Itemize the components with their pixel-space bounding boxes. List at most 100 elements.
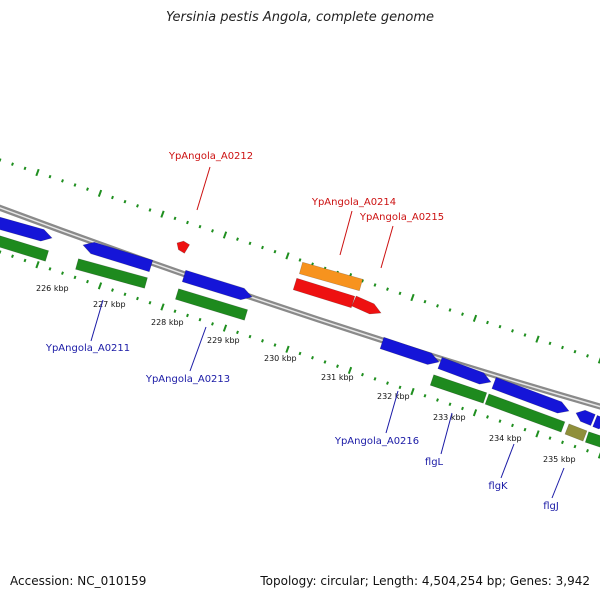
inner-tick-dot: [11, 254, 14, 258]
outer-tick-dot: [586, 354, 589, 358]
tick-label: 234 kbp: [489, 434, 522, 443]
cds-reverse[interactable]: [429, 374, 488, 404]
cds-forward[interactable]: [437, 356, 492, 385]
genome-summary-text: Topology: circular; Length: 4,504,254 bp…: [260, 574, 590, 588]
inner-tick-dot: [448, 402, 452, 407]
outer-tick-dot: [461, 312, 464, 316]
outer-tick-dot: [386, 287, 389, 291]
label-leader-line: [189, 326, 207, 372]
cds-highlight-red[interactable]: [176, 240, 190, 254]
inner-tick-dot: [273, 343, 277, 347]
inner-tick-dot: [548, 436, 552, 440]
outer-tick-dot: [111, 195, 114, 200]
outer-tick-dot: [436, 304, 439, 308]
outer-tick-dot: [498, 324, 502, 329]
cds-highlight-red[interactable]: [292, 277, 356, 309]
tick-label: 229 kbp: [207, 336, 240, 345]
gene-label[interactable]: YpAngola_A0214: [311, 197, 396, 208]
inner-tick-dot: [0, 250, 2, 254]
outer-tick-dot: [472, 314, 478, 322]
cds-reverse[interactable]: [75, 258, 148, 289]
inner-tick-dot: [73, 275, 77, 280]
label-leader-line: [196, 166, 211, 211]
outer-tick-dot: [211, 229, 214, 233]
outer-tick-dot: [97, 189, 103, 197]
outer-tick-dot: [86, 187, 89, 191]
gene-label[interactable]: flgK: [488, 481, 508, 492]
inner-tick-dot: [23, 258, 27, 263]
inner-tick-dot: [498, 419, 502, 423]
outer-tick-dot: [198, 224, 202, 229]
cds-highlight-red[interactable]: [351, 295, 382, 315]
inner-tick-dot: [535, 430, 540, 438]
inner-tick-dot: [261, 339, 264, 343]
outer-tick-dot: [597, 356, 600, 364]
cds-forward[interactable]: [82, 241, 154, 273]
outer-tick-dot: [423, 299, 427, 304]
cds-reverse[interactable]: [484, 393, 566, 433]
cds-forward[interactable]: [181, 269, 253, 301]
outer-tick-dot: [160, 210, 165, 218]
gene-features[interactable]: [0, 216, 600, 448]
cds-highlight-orange[interactable]: [298, 261, 364, 292]
cds-reverse[interactable]: [175, 288, 248, 321]
inner-tick-dot: [561, 440, 564, 445]
outer-tick-dot: [61, 179, 64, 183]
inner-tick-dot: [136, 296, 139, 301]
inner-tick-dot: [586, 449, 589, 453]
gene-label[interactable]: YpAngola_A0213: [145, 374, 230, 385]
inner-tick-dot: [423, 394, 427, 398]
inner-tick-dot: [61, 271, 64, 275]
gene-label[interactable]: flgL: [425, 457, 444, 468]
gene-label[interactable]: YpAngola_A0215: [359, 212, 444, 223]
inner-tick-dot: [472, 409, 478, 417]
cds-reverse[interactable]: [564, 423, 588, 442]
inner-tick-dot: [173, 309, 177, 313]
gene-label[interactable]: YpAngola_A0212: [168, 151, 253, 162]
backbone-inner: [0, 207, 600, 408]
outer-tick-dot: [173, 216, 177, 221]
inner-tick-dot: [148, 300, 152, 305]
outer-tick-dot: [511, 329, 514, 333]
cds-forward[interactable]: [491, 376, 570, 414]
inner-tick-dot: [198, 317, 202, 322]
gene-label[interactable]: YpAngola_A0211: [45, 343, 130, 354]
tick-label: 226 kbp: [36, 284, 69, 293]
outer-tick-dot: [148, 208, 152, 212]
inner-tick-dot: [573, 444, 577, 449]
outer-tick-dot: [561, 345, 564, 350]
accession-text: Accession: NC_010159: [10, 574, 147, 588]
outer-tick-dot: [486, 320, 489, 325]
tick-labels: 226 kbp 227 kbp 228 kbp 229 kbp 230 kbp 231 k…: [36, 284, 576, 464]
inner-tick-dot: [48, 267, 52, 271]
inner-tick-dot: [186, 313, 189, 318]
gene-labels[interactable]: YpAngola_A0212 YpAngola_A0214 YpAngola_A02…: [45, 151, 559, 512]
tick-label: 228 kbp: [151, 318, 184, 327]
gene-label[interactable]: flgJ: [543, 501, 559, 512]
label-leader-line: [339, 210, 353, 256]
inner-tick-dot: [373, 377, 377, 381]
tick-label: 230 kbp: [264, 354, 297, 363]
inner-tick-dot: [386, 381, 389, 385]
label-leader-line: [90, 299, 104, 342]
inner-tick-dot: [111, 288, 114, 292]
cds-reverse[interactable]: [0, 235, 49, 262]
cds-forward[interactable]: [592, 415, 600, 430]
outer-tick-dot: [298, 258, 302, 262]
cds-reverse[interactable]: [584, 431, 600, 448]
outer-tick-dot: [410, 293, 415, 302]
gene-label[interactable]: YpAngola_A0216: [334, 436, 419, 447]
cds-forward[interactable]: [575, 409, 596, 426]
tick-label: 231 kbp: [321, 373, 354, 382]
cds-forward[interactable]: [0, 216, 53, 242]
cds-forward[interactable]: [379, 336, 440, 365]
inner-tick-dot: [323, 360, 327, 364]
inner-tick-dot: [211, 322, 214, 326]
map-title: Yersinia pestis Angola, complete genome: [166, 10, 434, 25]
inner-tick-dot: [298, 351, 302, 356]
outer-tick-dot: [48, 174, 52, 179]
outer-tick-dot: [373, 283, 377, 287]
inner-tick-dot: [336, 364, 339, 368]
outer-tick-dot: [548, 341, 552, 346]
